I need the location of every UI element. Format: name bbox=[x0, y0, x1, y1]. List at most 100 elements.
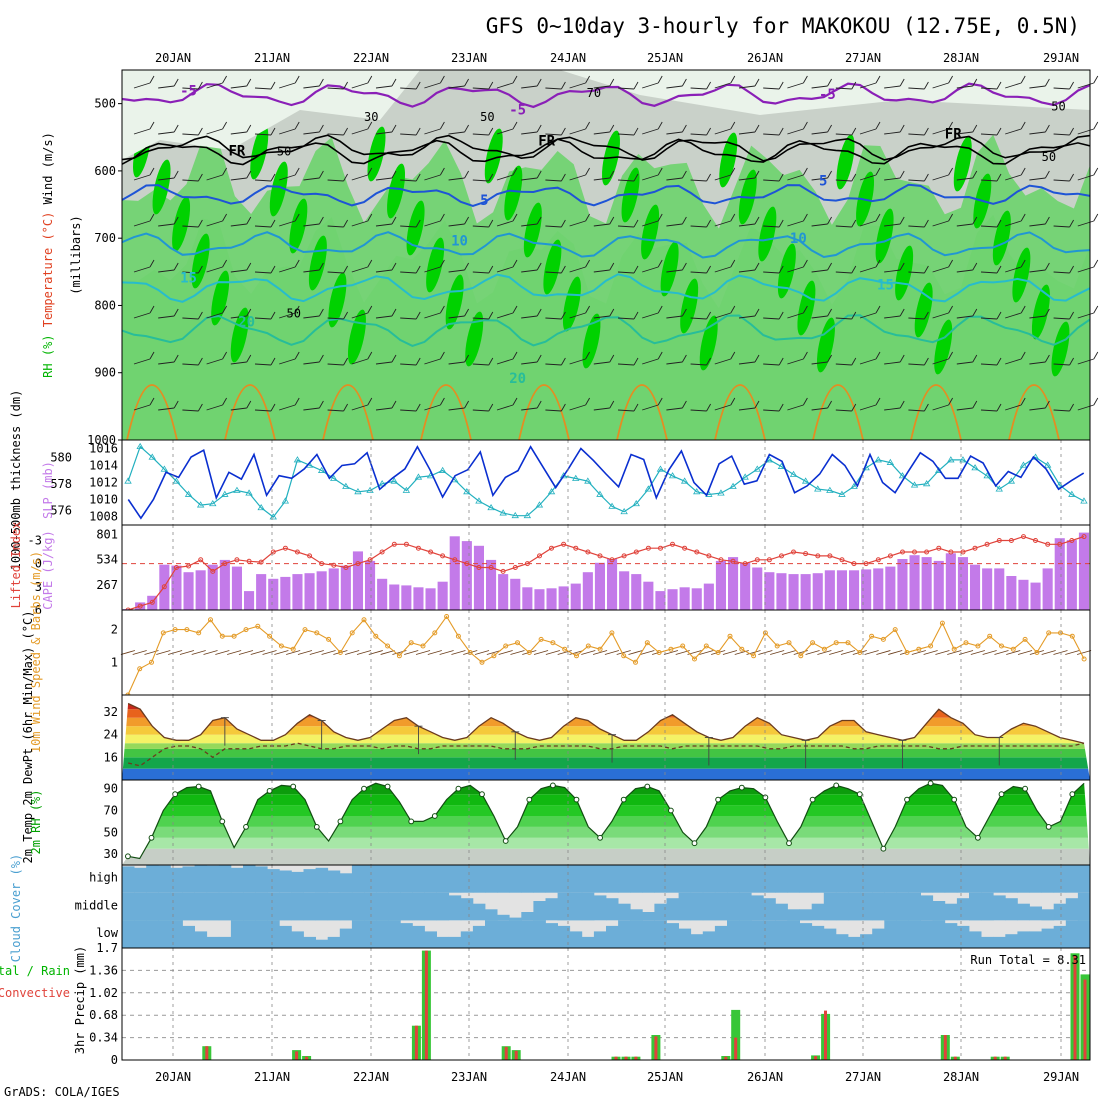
cloud-cover-cell bbox=[727, 865, 740, 893]
thickness-point bbox=[608, 502, 616, 509]
thickness-point bbox=[160, 465, 169, 472]
wind-barb-flag bbox=[899, 78, 905, 87]
cloud-cover-cell bbox=[1005, 898, 1018, 921]
thickness-point bbox=[753, 465, 761, 472]
cloud-cover-cell bbox=[884, 920, 897, 948]
cloud-cover-cell bbox=[1065, 865, 1079, 893]
li-point bbox=[936, 545, 942, 551]
rh2m-point bbox=[148, 834, 155, 841]
cloud-cover-cell bbox=[1029, 865, 1042, 893]
cloud-cover-cell bbox=[388, 920, 401, 948]
cloud-cover-cell bbox=[848, 892, 861, 921]
wind-barb-flag bbox=[536, 354, 542, 363]
wind-barb bbox=[956, 223, 973, 227]
cloud-cover-cell bbox=[714, 925, 728, 948]
wind-axis-label: 10m Wind Speed & Barbs (m/s) bbox=[29, 551, 43, 753]
cloud-cover-cell bbox=[412, 892, 425, 921]
wind-barb bbox=[932, 266, 949, 273]
pressure-tick-label: 700 bbox=[94, 231, 116, 245]
cloud-cover-cell bbox=[666, 898, 679, 921]
wind-barb bbox=[448, 361, 465, 365]
cloud-cover-cell bbox=[146, 892, 159, 921]
temp-band bbox=[122, 757, 1090, 769]
li-point bbox=[948, 549, 954, 555]
wind-barb-flag bbox=[391, 170, 397, 179]
cloud-cover-cell bbox=[872, 892, 885, 921]
wind-barb bbox=[1077, 174, 1094, 181]
li-point bbox=[839, 557, 845, 563]
cloud-cover-cell bbox=[339, 928, 353, 948]
cloud-cover-cell bbox=[1029, 906, 1042, 921]
wind-barb-flag bbox=[633, 311, 639, 320]
rh2m-point bbox=[408, 818, 415, 825]
wind-barb bbox=[811, 223, 828, 227]
cloud-cover-cell bbox=[666, 865, 679, 893]
cape-bar bbox=[800, 574, 811, 610]
isotherm-25 bbox=[518, 384, 570, 441]
cloud-cover-cell bbox=[678, 865, 692, 893]
li-point bbox=[549, 545, 554, 551]
wind-barb bbox=[980, 179, 998, 182]
cloud-cover-cell bbox=[485, 865, 498, 893]
cape-bar bbox=[679, 587, 690, 610]
wind-barb-10m bbox=[663, 650, 679, 655]
wind-barb-flag bbox=[222, 397, 227, 406]
cloud-cover-cell bbox=[436, 892, 450, 921]
wind-barb-flag bbox=[585, 121, 590, 130]
wind-barb-flag bbox=[149, 167, 155, 176]
cape-bar bbox=[776, 573, 787, 610]
wind-barb-flag bbox=[367, 167, 373, 176]
wind-barb bbox=[642, 174, 659, 181]
wind-barb-flag bbox=[464, 124, 469, 133]
cloud-cover-cell bbox=[424, 865, 437, 893]
cloud-cover-cell bbox=[1077, 920, 1091, 948]
wind-barb-flag bbox=[924, 173, 929, 182]
li-point bbox=[1033, 538, 1038, 543]
wind-barb-flag bbox=[585, 75, 590, 84]
wind-speed-point bbox=[160, 630, 166, 636]
cloud-cover-cell bbox=[872, 865, 885, 893]
rh-streak bbox=[308, 235, 327, 291]
wind-barb-flag bbox=[1093, 351, 1099, 360]
wind-speed-point bbox=[715, 650, 721, 655]
wind-speed-point bbox=[810, 640, 816, 646]
wind-barb-flag bbox=[488, 265, 494, 274]
wind-speed-point bbox=[302, 627, 308, 633]
wind-barb-10m bbox=[191, 650, 206, 655]
wind-barb-flag bbox=[633, 219, 639, 228]
cloud-cover-cell bbox=[243, 920, 256, 948]
contour-label: 15 bbox=[877, 277, 894, 293]
wind-barb bbox=[521, 361, 538, 365]
wind-barb bbox=[400, 133, 417, 136]
date-label-bottom: 21JAN bbox=[254, 1070, 290, 1084]
wind-barb bbox=[956, 315, 973, 319]
thickness-point bbox=[148, 453, 156, 460]
wind-speed-point bbox=[538, 636, 544, 642]
rh2m-band bbox=[122, 848, 1090, 865]
rh-dry-area bbox=[560, 70, 1090, 115]
li-point bbox=[537, 553, 542, 559]
wind-barb bbox=[811, 407, 828, 411]
legend-entry: RH (%) bbox=[41, 327, 55, 378]
slp-panel-bg bbox=[122, 440, 1090, 525]
wind-tick-label: 2 bbox=[111, 623, 118, 637]
cloud-cover-cell bbox=[642, 920, 655, 948]
wind-barb-flag bbox=[440, 259, 445, 268]
cloud-cover-cell bbox=[472, 903, 486, 921]
cloud-cover-cell bbox=[739, 892, 752, 921]
wind-barb-10m bbox=[203, 650, 218, 655]
li-point bbox=[173, 565, 179, 570]
wind-barb bbox=[375, 315, 393, 319]
wind-barb-flag bbox=[270, 403, 276, 412]
wind-speed-point bbox=[597, 646, 603, 652]
wind-speed-point bbox=[916, 646, 922, 652]
wind-barb-flag bbox=[198, 311, 203, 320]
wind-speed-point bbox=[219, 633, 225, 639]
precip-conv-bar bbox=[1003, 1056, 1007, 1060]
cape-axis-label: CAPE (J/kg) bbox=[41, 530, 55, 609]
contour-label: 15 bbox=[180, 271, 197, 287]
wind-barb bbox=[980, 225, 998, 228]
wind-barb-flag bbox=[996, 403, 1002, 412]
wind-speed-point bbox=[845, 640, 851, 646]
cloud-cover-cell bbox=[509, 865, 522, 893]
